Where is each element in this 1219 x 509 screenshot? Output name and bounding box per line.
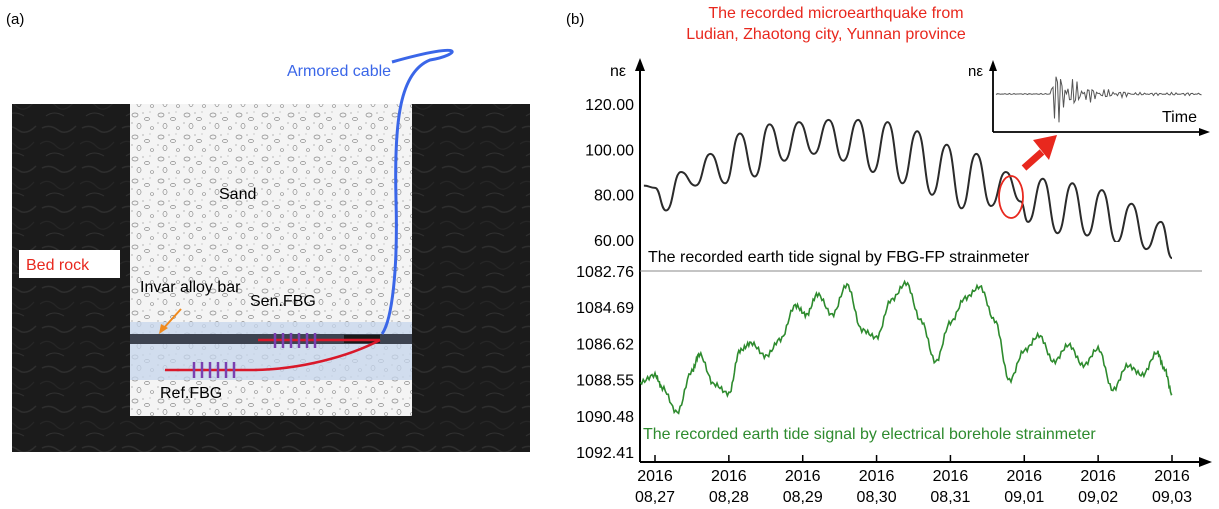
invar-alloy-label: Invar alloy bar (140, 279, 241, 296)
quake-arrow-shaft (1021, 149, 1045, 171)
sen-fbg-gratings (273, 333, 317, 348)
x-tick-year-label: 2016 (711, 468, 747, 485)
bed-rock-right (412, 104, 530, 452)
panel-b: (b) The recorded microearthquake from Lu… (566, 5, 1212, 506)
x-tick-year-label: 2016 (785, 468, 821, 485)
elec-y-tick-label: 1092.41 (576, 445, 634, 462)
panel-a: (a) Armored cable Sand Bed rock Invar al… (6, 11, 530, 452)
fbg-signal-line (643, 118, 1173, 260)
elec-y-tick-label: 1088.55 (576, 373, 634, 390)
elec-y-tick-label: 1084.69 (576, 300, 634, 317)
quake-title-line2: Ludian, Zhaotong city, Yunnan province (686, 26, 966, 43)
fbg-y-tick-label: 100.00 (585, 142, 634, 159)
x-tick-year-label: 2016 (1154, 468, 1190, 485)
elec-y-tick-label: 1082.76 (576, 264, 634, 281)
quake-highlight-ellipse (998, 175, 1024, 219)
x-tick-year-label: 2016 (1006, 468, 1042, 485)
x-tick-date-label: 08,29 (783, 489, 823, 506)
elec-y-ticks: 1082.76 1084.69 1086.62 1088.55 1090.48 1092.… (576, 264, 634, 462)
inset-y-arrow (989, 60, 997, 71)
y-axis-arrow (635, 58, 645, 71)
inset-x-arrow (1199, 128, 1210, 136)
sand-label: Sand (219, 186, 256, 203)
fbg-y-tick-label: 120.00 (585, 97, 634, 114)
x-tick-year-label: 2016 (859, 468, 895, 485)
quake-inset: nε Time (968, 60, 1210, 136)
inset-time-label: Time (1162, 109, 1197, 126)
fbg-caption-bg (643, 242, 1129, 268)
ref-fbg-gratings (192, 362, 236, 378)
fbg-y-tick-label: 60.00 (594, 233, 634, 250)
inset-unit-label: nε (968, 63, 983, 80)
x-tick-year-label: 2016 (933, 468, 969, 485)
elec-caption-bg (643, 420, 1203, 446)
sensor-layer (130, 322, 412, 380)
x-tick-date-label: 08,27 (635, 489, 675, 506)
x-tick-date-label: 08,30 (857, 489, 897, 506)
ref-fbg-label: Ref.FBG (160, 385, 222, 402)
x-tick-date-label: 08,31 (930, 489, 970, 506)
elec-caption: The recorded earth tide signal by electr… (643, 426, 1096, 443)
bed-rock-label-bg (19, 250, 120, 278)
ref-fiber (165, 338, 381, 372)
x-ticks: 2016 08,27 2016 08,28 2016 08,29 2016 08,30 2016… (635, 455, 1192, 506)
fbg-caption: The recorded earth tide signal by FBG-FP… (648, 249, 1030, 266)
inset-waveform (995, 76, 1202, 123)
x-tick-date-label: 09,03 (1152, 489, 1192, 506)
x-tick-date-label: 09,01 (1004, 489, 1044, 506)
y-unit-label: nε (610, 63, 626, 80)
electrical-signal-line (639, 279, 1173, 415)
fbg-y-tick-label: 80.00 (594, 188, 634, 205)
x-tick-date-label: 08,28 (709, 489, 749, 506)
x-tick-date-label: 09,02 (1078, 489, 1118, 506)
quake-title-line1: The recorded microearthquake from (708, 5, 963, 22)
x-tick-year-label: 2016 (637, 468, 673, 485)
armored-cable-label: Armored cable (287, 63, 391, 80)
invar-arrow-head (159, 324, 168, 334)
x-axis-arrow (1199, 457, 1212, 467)
bed-rock-bottom (130, 416, 412, 452)
panel-b-label: (b) (566, 11, 584, 28)
sen-fbg-label: Sen.FBG (250, 293, 316, 310)
elec-y-tick-label: 1086.62 (576, 336, 634, 353)
x-tick-year-label: 2016 (1080, 468, 1116, 485)
armored-cable-line (380, 48, 454, 335)
bed-rock-label: Bed rock (26, 257, 90, 274)
panel-a-label: (a) (6, 11, 24, 28)
quake-arrow-head (1033, 135, 1057, 160)
elec-y-tick-label: 1090.48 (576, 409, 634, 426)
fbg-y-ticks: 120.00 100.00 80.00 60.00 (585, 97, 634, 250)
